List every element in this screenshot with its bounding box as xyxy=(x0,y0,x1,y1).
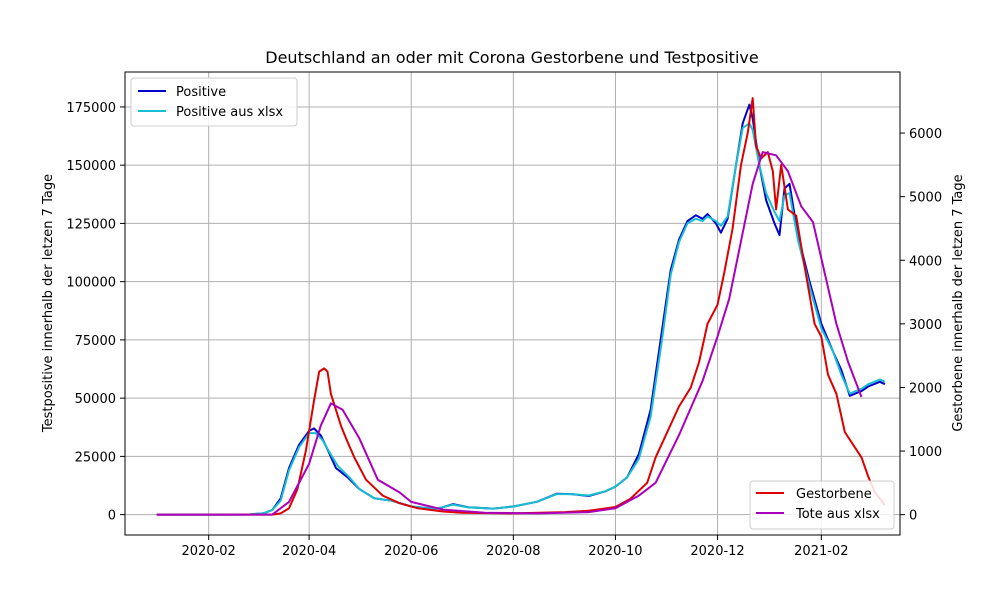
y-right-tick-label: 4000 xyxy=(909,254,942,269)
y-right-tick-label: 6000 xyxy=(909,127,942,142)
x-tick-label: 2021-02 xyxy=(794,544,848,559)
y-right-tick-label: 3000 xyxy=(909,318,942,333)
legend-label-positive-xlsx: Positive aus xlsx xyxy=(176,105,283,120)
y-left-tick-label: 0 xyxy=(108,509,116,524)
y-left-tick-label: 50000 xyxy=(75,392,116,407)
y-right-tick-label: 1000 xyxy=(909,445,942,460)
y-left-tick-label: 175000 xyxy=(66,101,116,116)
y-left-tick-label: 125000 xyxy=(66,217,116,232)
legend-right: Gestorbene Tote aus xlsx xyxy=(749,480,895,530)
x-tick-label: 2020-04 xyxy=(282,544,336,559)
series-line-tote-aus-xlsx xyxy=(156,151,863,516)
x-tick-label: 2020-12 xyxy=(690,544,744,559)
series-line-positive-aus-xlsx xyxy=(156,122,886,516)
y-axis-left-ticks: 0 25000 50000 75000 100000 125000 150000 175000 xyxy=(66,101,125,524)
x-axis-ticks: 2020-02 2020-04 2020-06 2020-08 2020-10 2020-… xyxy=(182,535,848,559)
y-axis-right-ticks: 0 1000 2000 3000 4000 5000 6000 xyxy=(900,127,942,524)
y-left-tick-label: 150000 xyxy=(66,159,116,174)
legend-left-box xyxy=(130,77,298,127)
x-tick-label: 2020-08 xyxy=(486,544,540,559)
x-tick-label: 2020-02 xyxy=(182,544,236,559)
y-axis-right-label: Gestorbene innerhalb der letzen 7 Tage xyxy=(951,174,966,431)
y-axis-left-label: Testpositive innerhalb der letzen 7 Tage xyxy=(41,174,56,433)
legend-label-tote-xlsx: Tote aus xlsx xyxy=(795,507,880,522)
y-right-tick-label: 0 xyxy=(909,509,917,524)
grid xyxy=(125,72,900,535)
y-left-tick-label: 25000 xyxy=(75,450,116,465)
legend-label-positive: Positive xyxy=(176,85,226,100)
series-line-gestorbene xyxy=(156,97,886,516)
x-tick-label: 2020-06 xyxy=(384,544,438,559)
x-tick-label: 2020-10 xyxy=(588,544,642,559)
legend-left: Positive Positive aus xlsx xyxy=(130,77,298,127)
series-lines xyxy=(156,97,886,516)
y-right-tick-label: 2000 xyxy=(909,381,942,396)
chart-title: Deutschland an oder mit Corona Gestorben… xyxy=(265,48,758,67)
legend-label-gestorbene: Gestorbene xyxy=(796,487,872,502)
plot-frame xyxy=(124,71,901,536)
y-right-tick-label: 5000 xyxy=(909,191,942,206)
series-line-positive xyxy=(156,103,886,516)
y-left-tick-label: 75000 xyxy=(75,334,116,349)
legend-right-box xyxy=(749,480,895,530)
y-left-tick-label: 100000 xyxy=(66,276,116,291)
